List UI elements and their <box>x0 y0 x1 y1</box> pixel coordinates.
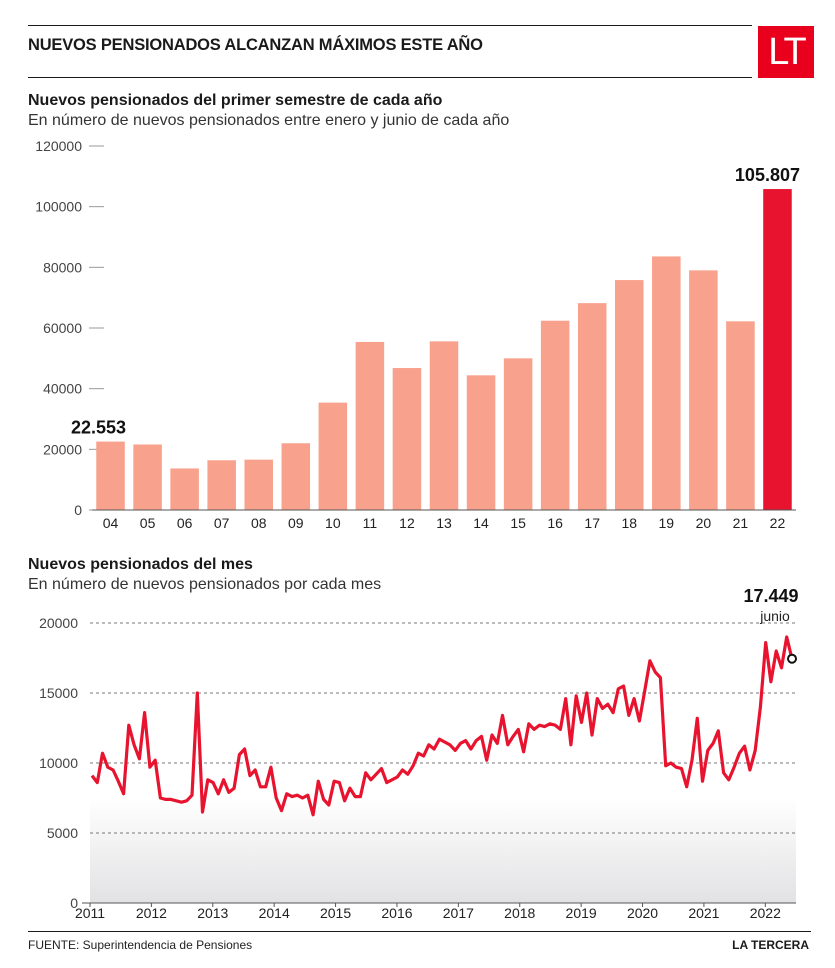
bar-09 <box>281 443 311 510</box>
bar-x-tick-label: 14 <box>473 515 489 531</box>
bar-15 <box>503 358 533 510</box>
bar-19 <box>652 256 681 510</box>
bar-x-tick-label: 21 <box>733 515 749 531</box>
line-chart: 0 5000 10000 15000 20000 2011 2012 2013 2014 2015… <box>39 586 798 921</box>
last-point-marker <box>787 653 797 664</box>
footer-rule <box>28 931 811 932</box>
bar-x-tick-label: 17 <box>584 515 600 531</box>
bar-y-tick-label: 100000 <box>35 199 82 215</box>
bar-data-label: 22.553 <box>71 418 126 438</box>
bar-x-tick-label: 13 <box>436 515 452 531</box>
bar-21 <box>726 321 755 510</box>
bar-x-tick-label: 10 <box>325 515 341 531</box>
bar-16 <box>540 320 570 510</box>
source-note: FUENTE: Superintendencia de Pensiones <box>28 938 253 952</box>
line-x-tick-label: 2015 <box>320 905 351 921</box>
bar-y-tick-label: 40000 <box>43 381 82 397</box>
line-x-tick-label: 2018 <box>504 905 535 921</box>
bar-x-tick-label: 06 <box>177 515 193 531</box>
line-y-tick-label: 15000 <box>39 685 78 701</box>
line-chart-title: Nuevos pensionados del mes <box>28 556 253 573</box>
line-y-tick-label: 5000 <box>47 825 78 841</box>
monthly-series-line <box>90 635 794 817</box>
bar-y-tick-label: 80000 <box>43 259 82 275</box>
bar-22 <box>763 189 792 510</box>
bar-y-tick-label: 120000 <box>35 138 82 154</box>
bar-y-tick-label: 60000 <box>43 320 82 336</box>
line-y-tick-label: 20000 <box>39 615 78 631</box>
bar-18 <box>614 280 644 510</box>
bar-14 <box>466 375 496 510</box>
bar-06 <box>170 468 199 510</box>
bar-y-tick-label: 20000 <box>43 441 82 457</box>
bar-x-tick-label: 07 <box>214 515 230 531</box>
bar-12 <box>392 368 422 510</box>
line-x-tick-label: 2014 <box>259 905 290 921</box>
headline: NUEVOS PENSIONADOS ALCANZAN MÁXIMOS ESTE… <box>28 36 483 54</box>
line-x-tick-label: 2021 <box>688 905 719 921</box>
line-x-tick-label: 2012 <box>136 905 167 921</box>
top-rule <box>28 25 752 26</box>
line-x-tick-label: 2022 <box>750 905 781 921</box>
brand-footer: LA TERCERA <box>732 938 809 952</box>
bar-11 <box>355 341 385 510</box>
bar-x-tick-label: 22 <box>770 515 786 531</box>
la-tercera-logo: LT <box>758 26 814 78</box>
bar-chart-title: Nuevos pensionados del primer semestre d… <box>28 92 443 109</box>
line-chart-subtitle: En número de nuevos pensionados por cada… <box>28 576 382 593</box>
line-data-label: 17.449 <box>743 586 798 606</box>
bar-x-tick-label: 16 <box>547 515 563 531</box>
bar-x-tick-label: 04 <box>103 515 119 531</box>
line-x-tick-label: 2011 <box>75 905 105 921</box>
bar-20 <box>689 270 718 510</box>
bar-x-tick-label: 09 <box>288 515 304 531</box>
bar-x-tick-label: 08 <box>251 515 267 531</box>
bar-04 <box>96 441 125 510</box>
line-x-tick-label: 2020 <box>627 905 658 921</box>
bar-x-tick-label: 12 <box>399 515 415 531</box>
bar-08 <box>244 459 274 510</box>
bar-x-tick-label: 11 <box>363 515 378 531</box>
bar-05 <box>133 444 162 510</box>
bar-chart-subtitle: En número de nuevos pensionados entre en… <box>28 112 510 129</box>
line-y-tick-label: 10000 <box>39 755 78 771</box>
header-bottom-rule <box>28 77 752 78</box>
bar-y-tick-label: 0 <box>74 502 82 518</box>
bar-x-tick-label: 20 <box>696 515 712 531</box>
line-x-tick-label: 2017 <box>443 905 474 921</box>
bar-x-tick-label: 18 <box>621 515 637 531</box>
bar-x-tick-label: 05 <box>140 515 156 531</box>
line-x-tick-label: 2019 <box>566 905 597 921</box>
bar-07 <box>207 460 236 510</box>
line-x-tick-label: 2013 <box>197 905 228 921</box>
bar-x-tick-label: 15 <box>510 515 526 531</box>
bar-x-tick-label: 19 <box>659 515 675 531</box>
bar-13 <box>429 341 459 510</box>
line-y-tick-label: 0 <box>70 895 78 911</box>
bar-17 <box>577 303 607 510</box>
bar-10 <box>318 402 348 510</box>
bar-chart: 0 20000 40000 60000 80000 100000 120000 04 05 06 0… <box>35 138 800 531</box>
bar-data-label: 105.807 <box>735 165 800 185</box>
line-data-label-month: junio <box>759 608 790 624</box>
line-x-tick-label: 2016 <box>381 905 412 921</box>
line-plot-background <box>90 798 796 903</box>
